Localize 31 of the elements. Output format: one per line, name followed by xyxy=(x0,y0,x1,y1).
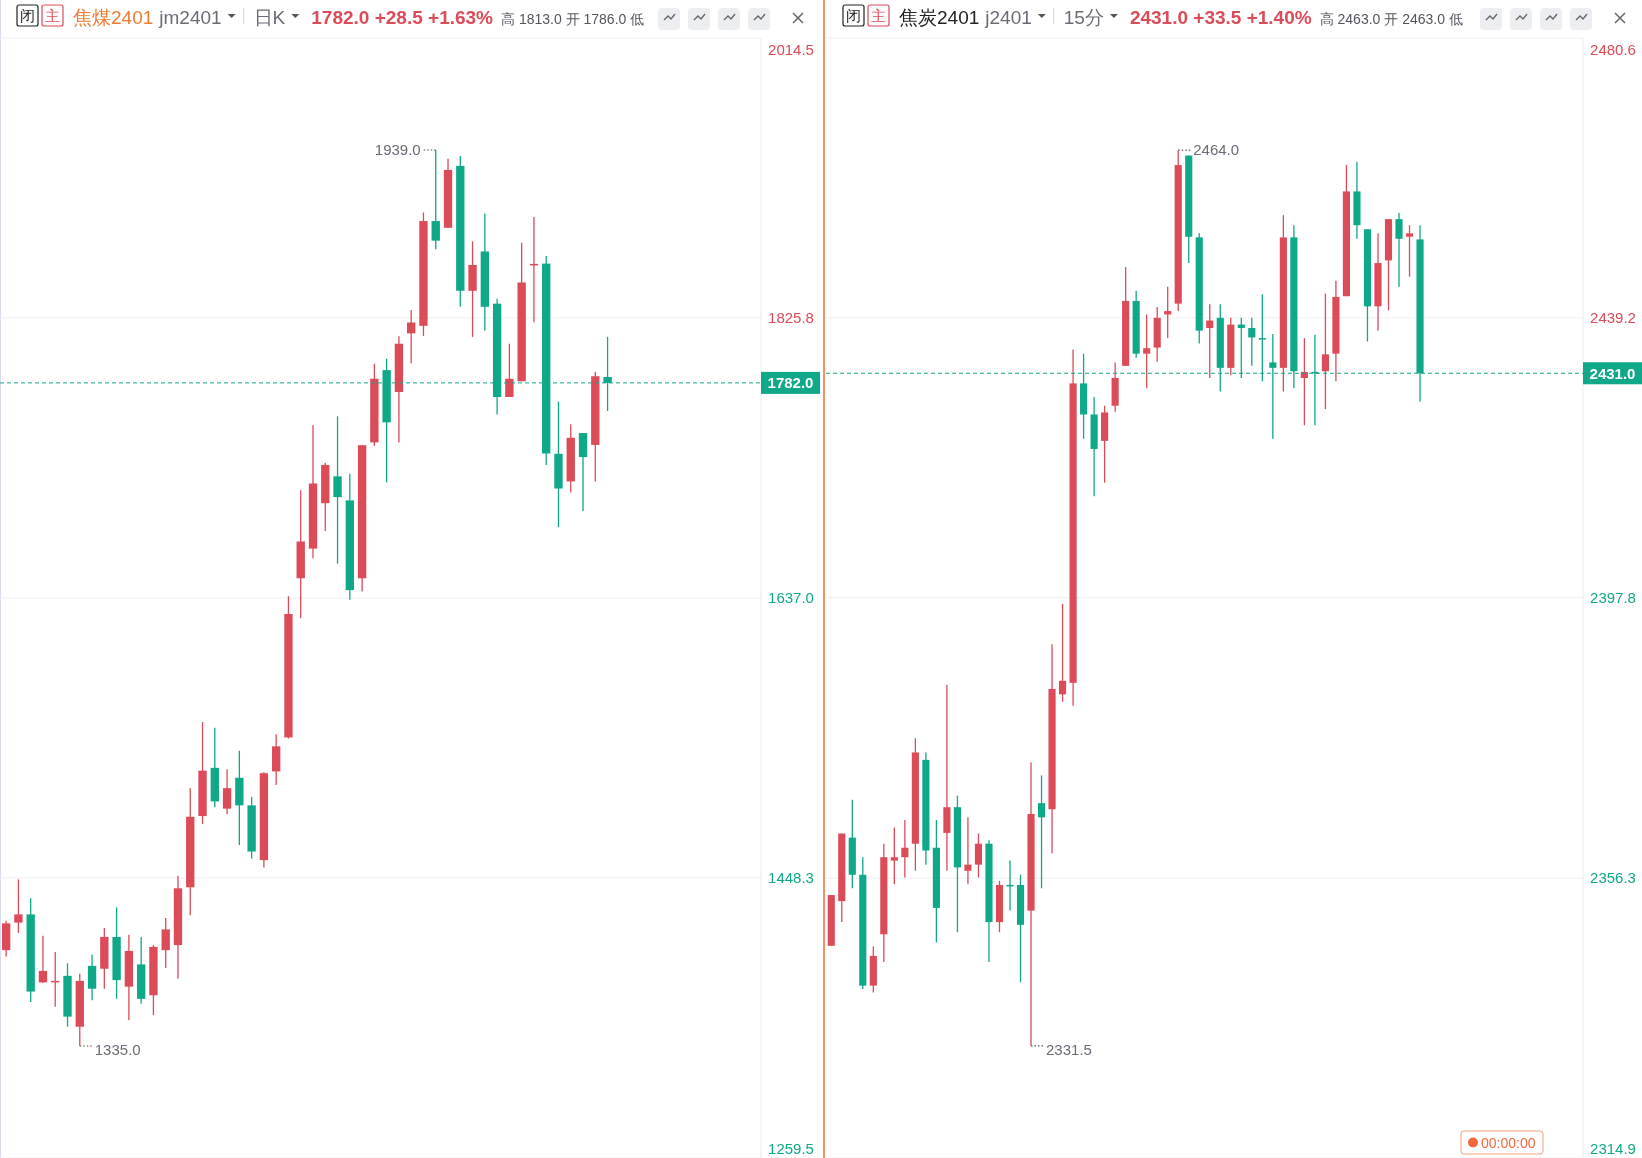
text: 高 1813.0 开 1786.0 低 xyxy=(501,11,645,27)
ref-line-label: 2431.0 xyxy=(1589,364,1636,382)
chart-subtitle: jm2401 xyxy=(158,7,222,28)
y-tick-label: 2314.9 xyxy=(1590,1140,1636,1157)
y-tick-label: 1259.5 xyxy=(768,1140,814,1157)
chart-subtitle: j2401 xyxy=(984,7,1032,28)
text: 高 2463.0 开 2463.0 低 xyxy=(1319,11,1463,27)
ref-line-label: 1782.0 xyxy=(767,374,814,392)
text: 1782.0 +28.5 +1.63% xyxy=(311,7,494,28)
y-tick-label: 2480.6 xyxy=(1590,41,1636,58)
text: 2431.0 +33.5 +1.40% xyxy=(1129,7,1312,28)
y-tick-label: 2439.2 xyxy=(1590,308,1636,326)
text: 主 xyxy=(45,7,60,24)
annotation: 00:00:00 xyxy=(1481,1135,1536,1151)
text: 闭 xyxy=(20,7,35,24)
text: 主 xyxy=(871,7,886,24)
chart-title: 焦炭2401 xyxy=(899,7,980,28)
annotation: 1939.0 xyxy=(374,141,421,158)
y-tick-label: 1637.0 xyxy=(768,589,814,606)
text: 闭 xyxy=(846,7,861,24)
text: 15分 xyxy=(1063,7,1104,28)
y-tick-label: 1448.3 xyxy=(768,868,814,886)
text: 日K xyxy=(253,7,286,28)
chart-title: 焦煤2401 xyxy=(73,7,154,28)
y-tick-label: 2356.3 xyxy=(1590,869,1636,887)
y-tick-label: 2397.8 xyxy=(1590,588,1636,606)
annotation: 2464.0 xyxy=(1193,141,1240,159)
annotation: 2331.5 xyxy=(1046,1040,1092,1058)
y-tick-label: 1825.8 xyxy=(768,308,814,326)
annotation: 1335.0 xyxy=(94,1041,141,1058)
y-tick-label: 2014.5 xyxy=(768,41,814,58)
